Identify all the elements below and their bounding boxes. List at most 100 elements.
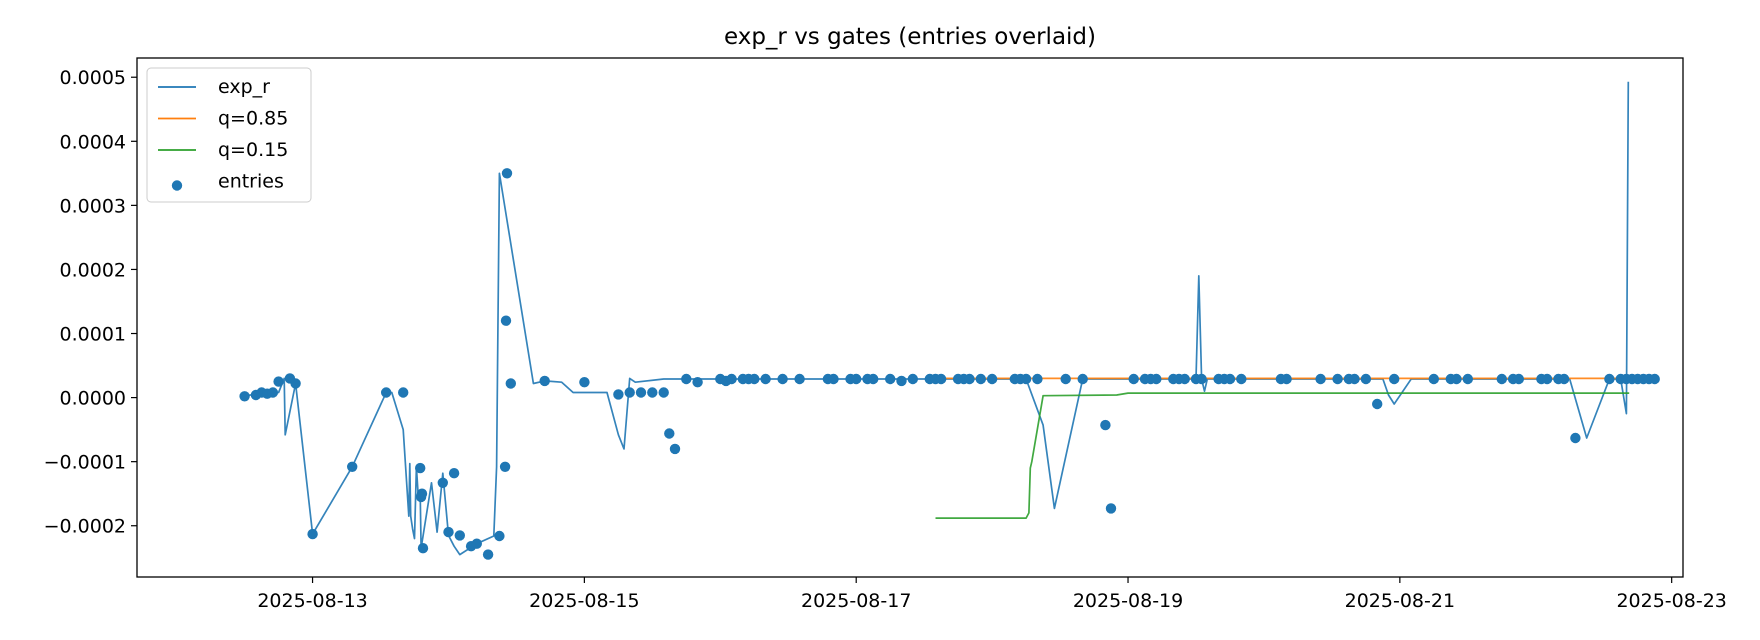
data-point-entries — [1196, 373, 1207, 385]
x-axis: 2025-08-13 2025-08-15 2025-08-17 2025-08-19… — [257, 577, 1727, 612]
data-point-entries — [1032, 373, 1043, 385]
data-point-entries — [647, 387, 658, 398]
data-point-entries — [267, 387, 279, 398]
data-point-entries — [624, 387, 635, 398]
data-point-entries — [381, 387, 392, 398]
data-point-entries — [1236, 373, 1247, 385]
data-point-entries — [1604, 373, 1615, 385]
legend-label-q-0-15: q=0.15 — [218, 139, 288, 161]
data-point-entries — [851, 373, 862, 385]
data-point-entries — [443, 526, 454, 538]
chart-title: exp_r vs gates (entries overlaid) — [724, 24, 1096, 50]
y-tick-label: 0.0005 — [60, 67, 126, 89]
data-point-entries — [1224, 373, 1236, 385]
data-point-entries — [482, 549, 494, 560]
data-point-entries — [658, 387, 669, 398]
data-point-entries — [1451, 373, 1462, 385]
data-point-entries — [448, 468, 460, 479]
x-tick-label: 2025-08-23 — [1616, 590, 1726, 612]
data-point-entries — [1428, 373, 1440, 385]
data-point-entries — [494, 530, 505, 542]
data-point-entries — [1332, 373, 1343, 385]
data-point-entries — [681, 373, 692, 385]
x-tick-label: 2025-08-21 — [1345, 590, 1455, 612]
y-tick-label: 0.0002 — [60, 259, 126, 281]
data-point-entries — [975, 373, 986, 385]
data-point-entries — [1179, 373, 1190, 385]
plot-area — [239, 81, 1660, 560]
data-point-entries — [664, 428, 675, 439]
data-point-entries — [500, 315, 512, 326]
data-point-entries — [239, 391, 250, 402]
data-point-entries — [1541, 373, 1553, 385]
data-point-entries — [1105, 503, 1117, 514]
data-point-entries — [1649, 373, 1660, 385]
data-point-entries — [1570, 432, 1581, 444]
plot-frame — [136, 57, 1684, 578]
data-point-entries — [1100, 419, 1111, 431]
data-point-entries — [290, 378, 301, 389]
data-point-entries — [777, 373, 788, 385]
data-point-entries — [669, 443, 681, 455]
data-point-entries — [1372, 398, 1383, 410]
legend-label-entries: entries — [218, 171, 284, 193]
data-point-entries — [1462, 373, 1474, 385]
y-tick-label: 0.0001 — [60, 324, 126, 346]
data-point-entries — [501, 168, 513, 179]
x-tick-label: 2025-08-15 — [529, 590, 639, 612]
data-point-entries — [1389, 373, 1400, 385]
y-tick-label: 0.0000 — [60, 388, 126, 410]
data-point-entries — [964, 373, 975, 385]
data-point-entries — [416, 488, 428, 499]
data-point-entries — [1151, 373, 1162, 385]
data-point-entries — [828, 373, 839, 385]
legend-label-q-0-85: q=0.85 — [218, 108, 288, 130]
data-point-entries — [347, 461, 358, 472]
data-point-entries — [1496, 373, 1508, 385]
y-tick-label: −0.0001 — [44, 452, 126, 474]
data-point-entries — [635, 387, 647, 398]
data-point-entries — [539, 375, 550, 387]
data-point-entries — [1020, 373, 1032, 385]
data-point-entries — [726, 373, 737, 385]
data-point-entries — [868, 373, 879, 385]
data-point-entries — [935, 373, 947, 385]
y-tick-label: 0.0003 — [60, 195, 126, 217]
data-point-entries — [579, 377, 590, 388]
data-point-entries — [1077, 373, 1088, 385]
data-point-entries — [907, 373, 918, 385]
data-point-entries — [794, 373, 805, 385]
legend-frame — [146, 67, 312, 203]
data-point-entries — [749, 373, 760, 385]
data-point-entries — [1315, 373, 1326, 385]
data-point-entries — [1281, 373, 1292, 385]
data-point-entries — [1060, 373, 1071, 385]
legend-swatch-entries — [171, 180, 183, 191]
x-tick-label: 2025-08-13 — [257, 590, 367, 612]
y-tick-label: 0.0004 — [60, 131, 126, 153]
series-line-exp-r — [244, 81, 1630, 556]
legend-label-exp-r: exp_r — [218, 76, 270, 98]
data-point-entries — [499, 461, 511, 472]
data-point-entries — [1128, 373, 1139, 385]
data-point-entries — [896, 375, 907, 387]
data-point-entries — [398, 387, 409, 398]
x-tick-label: 2025-08-17 — [801, 590, 911, 612]
y-tick-label: −0.0002 — [44, 516, 126, 538]
y-axis: −0.0002 −0.0001 0.0000 0.0001 0.0002 0.0003 0.… — [44, 67, 137, 538]
data-point-entries — [1558, 373, 1570, 385]
data-point-entries — [307, 528, 318, 540]
data-point-entries — [692, 377, 703, 388]
x-tick-label: 2025-08-19 — [1073, 590, 1183, 612]
data-point-entries — [471, 538, 482, 549]
data-point-entries — [986, 373, 998, 385]
data-point-entries — [885, 373, 896, 385]
data-point-entries — [1349, 373, 1360, 385]
series-line-q-0-15 — [935, 392, 1630, 519]
data-point-entries — [437, 477, 448, 488]
legend: exp_r q=0.85 q=0.15 entries — [146, 67, 312, 203]
data-point-entries — [454, 530, 465, 541]
data-point-entries — [505, 378, 516, 389]
data-point-entries — [1513, 373, 1525, 385]
